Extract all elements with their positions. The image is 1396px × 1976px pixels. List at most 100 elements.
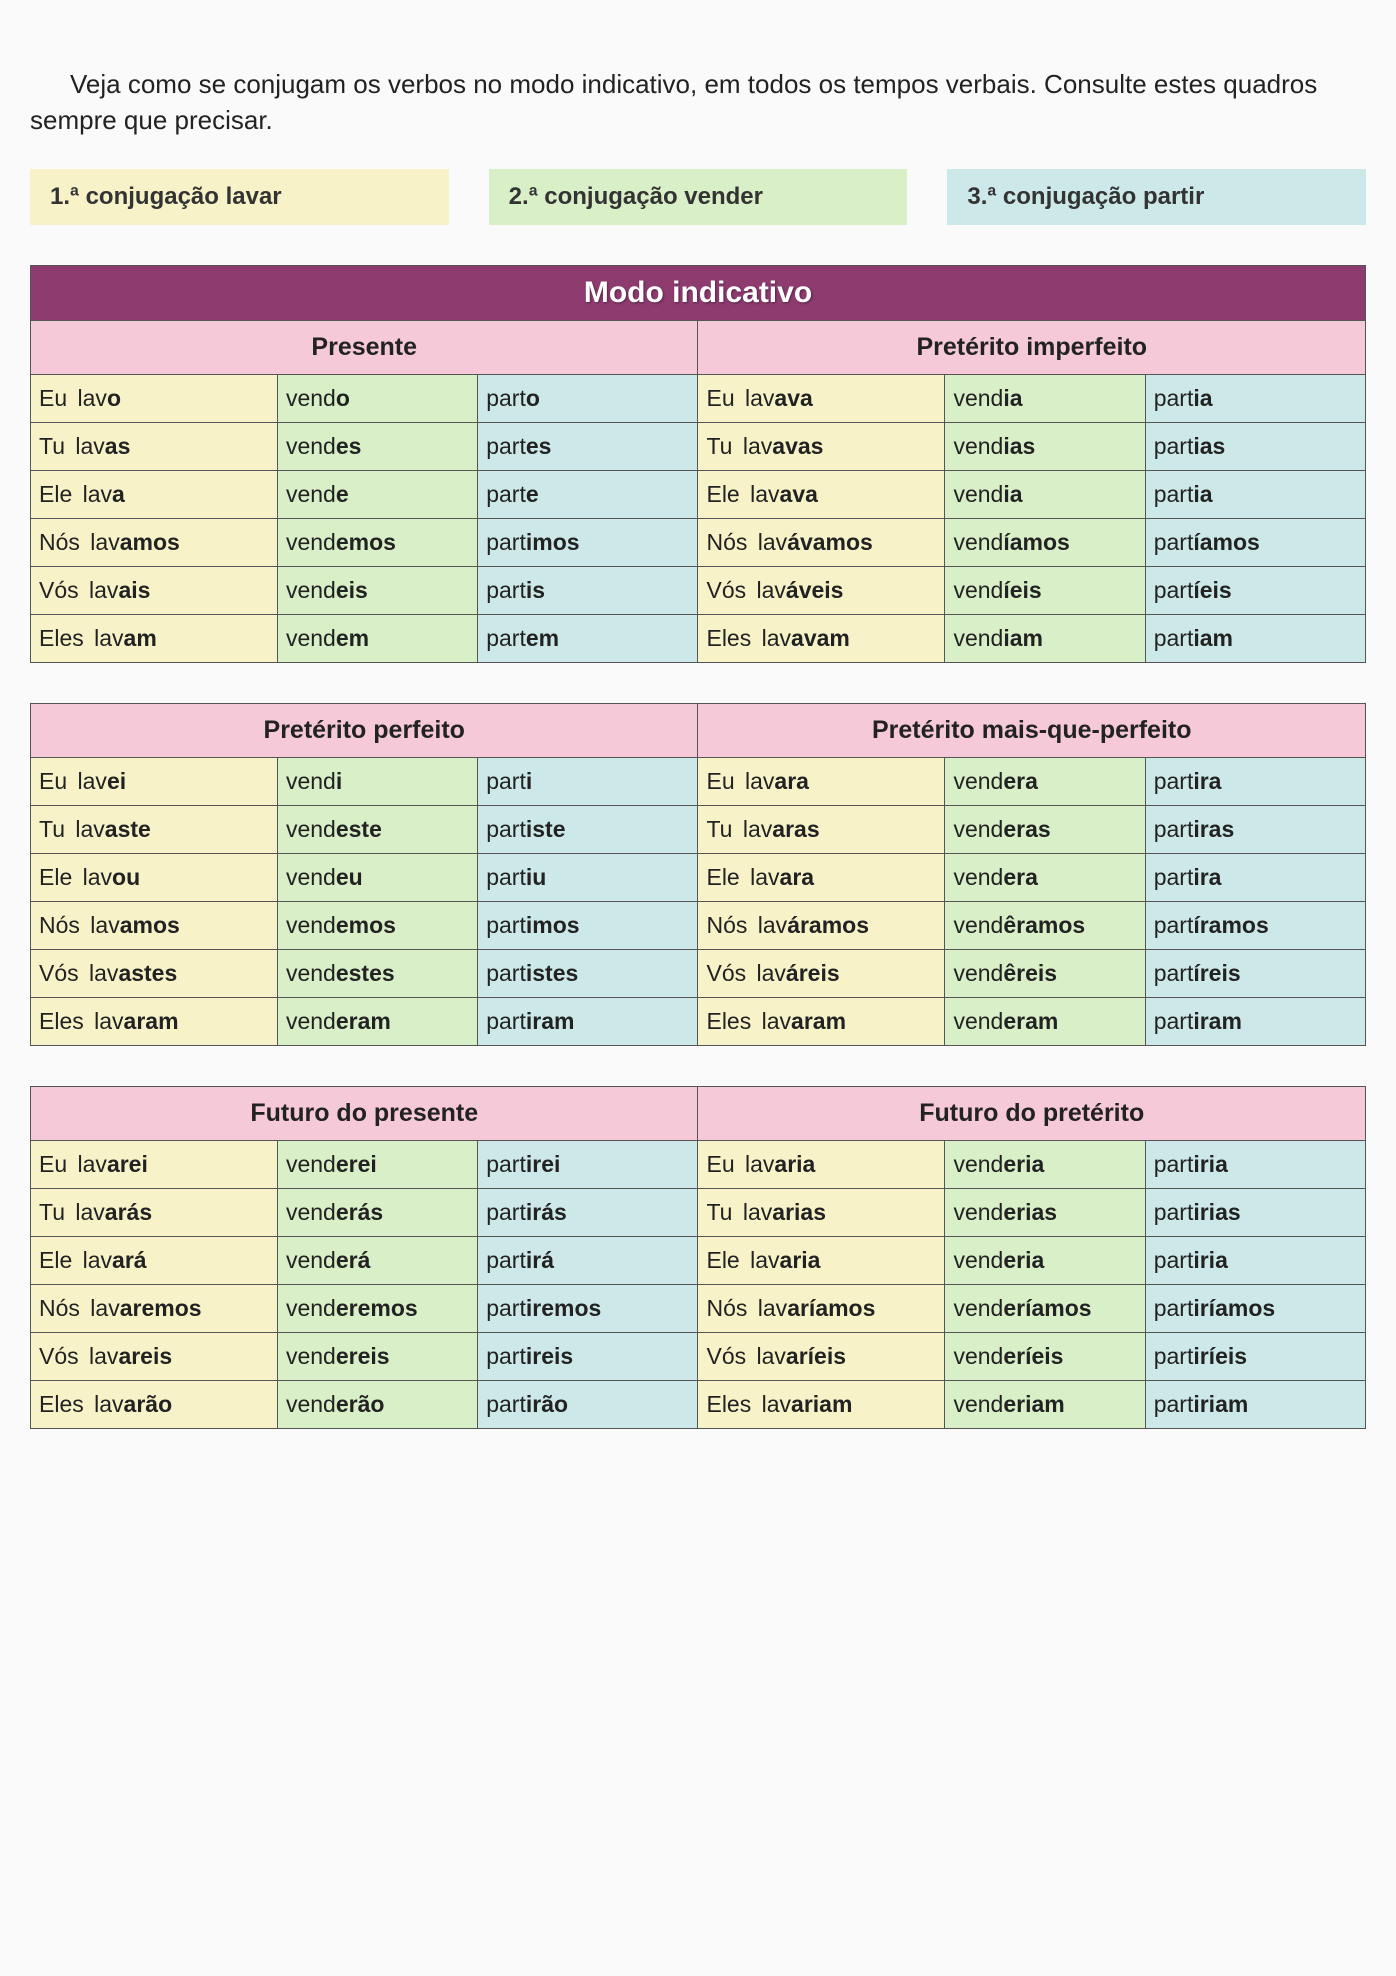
verb-stem: lav bbox=[89, 577, 118, 603]
conj-cell: venderemos bbox=[277, 1284, 477, 1332]
conj-cell: partiremos bbox=[478, 1284, 698, 1332]
verb-stem: vend bbox=[286, 1391, 336, 1417]
conj-cell: partireis bbox=[478, 1332, 698, 1380]
table-title: Modo indicativo bbox=[31, 265, 1366, 320]
verb-stem: part bbox=[1154, 481, 1194, 507]
conj-cell: Eles lavarão bbox=[31, 1380, 278, 1428]
verb-stem: part bbox=[486, 960, 526, 986]
conj-cell: partia bbox=[1145, 470, 1365, 518]
verb-ending: es bbox=[336, 433, 362, 459]
verb-stem: vend bbox=[286, 960, 336, 986]
verb-stem: vend bbox=[286, 433, 336, 459]
verb-stem: lav bbox=[90, 912, 119, 938]
verb-stem: lav bbox=[758, 912, 787, 938]
conj-cell: vendes bbox=[277, 422, 477, 470]
verb-ending: eras bbox=[1003, 816, 1050, 842]
verb-stem: lav bbox=[78, 385, 107, 411]
conj-cell: Ele lavou bbox=[31, 853, 278, 901]
pronoun: Tu bbox=[39, 433, 71, 459]
conj-cell: Eles lavaram bbox=[698, 997, 945, 1045]
table-block: Modo indicativoPresentePretérito imperfe… bbox=[30, 265, 1366, 663]
conj-cell: Eu lavarei bbox=[31, 1140, 278, 1188]
table-row: Tu lavastevendestepartisteTu lavarasvend… bbox=[31, 805, 1366, 853]
conj-cell: vendemos bbox=[277, 901, 477, 949]
verb-stem: part bbox=[1154, 1391, 1194, 1417]
verb-stem: vend bbox=[286, 816, 336, 842]
verb-stem: vend bbox=[953, 625, 1003, 651]
verb-ending: ara bbox=[774, 768, 809, 794]
conj-cell: venderíamos bbox=[945, 1284, 1145, 1332]
pronoun: Tu bbox=[39, 816, 71, 842]
verb-ending: o bbox=[526, 385, 540, 411]
pronoun: Tu bbox=[706, 816, 738, 842]
legend-item-1: 1.ª conjugação lavar bbox=[30, 169, 449, 225]
conj-cell: partira bbox=[1145, 757, 1365, 805]
pronoun: Nós bbox=[706, 1295, 753, 1321]
conj-cell: vende bbox=[277, 470, 477, 518]
verb-stem: lav bbox=[750, 481, 779, 507]
table-row: Tu lavarásvenderáspartirásTu lavariasven… bbox=[31, 1188, 1366, 1236]
table-row: Vós lavastesvendestespartistesVós laváre… bbox=[31, 949, 1366, 997]
intro-text: Veja como se conjugam os verbos no modo … bbox=[30, 66, 1366, 139]
conj-cell: vendem bbox=[277, 614, 477, 662]
verb-ending: arão bbox=[124, 1391, 173, 1417]
verb-stem: part bbox=[486, 625, 526, 651]
verb-ending: erei bbox=[336, 1151, 377, 1177]
verb-stem: lav bbox=[757, 577, 786, 603]
verb-stem: lav bbox=[750, 1247, 779, 1273]
verb-ending: astes bbox=[118, 960, 177, 986]
verb-stem: part bbox=[1154, 625, 1194, 651]
conj-cell: partiste bbox=[478, 805, 698, 853]
table-row: Eu lavareivendereipartireiEu lavariavend… bbox=[31, 1140, 1366, 1188]
pronoun: Nós bbox=[39, 1295, 86, 1321]
conj-cell: Vós lavais bbox=[31, 566, 278, 614]
verb-ending: iria bbox=[1193, 1247, 1228, 1273]
verb-stem: part bbox=[486, 577, 526, 603]
verb-ending: estes bbox=[336, 960, 395, 986]
verb-stem: lav bbox=[89, 1343, 118, 1369]
verb-ending: eram bbox=[1003, 1008, 1058, 1034]
conj-cell: Ele lavaria bbox=[698, 1236, 945, 1284]
verb-ending: eria bbox=[1003, 1151, 1044, 1177]
verb-ending: êramos bbox=[1003, 912, 1085, 938]
conj-cell: Vós laváveis bbox=[698, 566, 945, 614]
conj-cell: Eles lavaram bbox=[31, 997, 278, 1045]
conj-cell: parti bbox=[478, 757, 698, 805]
pronoun: Ele bbox=[39, 864, 79, 890]
verb-ending: ireis bbox=[526, 1343, 573, 1369]
conj-cell: partiras bbox=[1145, 805, 1365, 853]
verb-stem: vend bbox=[286, 1199, 336, 1225]
verb-stem: vend bbox=[953, 385, 1003, 411]
verb-stem: lav bbox=[743, 433, 772, 459]
verb-stem: part bbox=[486, 816, 526, 842]
verb-stem: lav bbox=[78, 1151, 107, 1177]
table-row: Nós lavamosvendemospartimosNós laváramos… bbox=[31, 901, 1366, 949]
verb-ending: ava bbox=[780, 481, 818, 507]
verb-stem: part bbox=[1154, 912, 1194, 938]
pronoun: Tu bbox=[706, 1199, 738, 1225]
verb-stem: lav bbox=[743, 1199, 772, 1225]
verb-ending: ará bbox=[112, 1247, 147, 1273]
table-row: Eu lavovendopartoEu lavavavendiapartia bbox=[31, 374, 1366, 422]
table-row: Ele lavavendeparteEle lavavavendiapartia bbox=[31, 470, 1366, 518]
verb-stem: part bbox=[486, 1343, 526, 1369]
verb-ending: iram bbox=[526, 1008, 575, 1034]
verb-stem: lav bbox=[762, 1391, 791, 1417]
pronoun: Eu bbox=[39, 385, 74, 411]
verb-ending: avas bbox=[772, 433, 823, 459]
verb-stem: vend bbox=[953, 864, 1003, 890]
verb-stem: part bbox=[486, 1199, 526, 1225]
conj-cell: venderei bbox=[277, 1140, 477, 1188]
verb-ending: o bbox=[107, 385, 121, 411]
pronoun: Ele bbox=[706, 1247, 746, 1273]
verb-ending: ávamos bbox=[787, 529, 873, 555]
verb-ending: iríeis bbox=[1193, 1343, 1247, 1369]
verb-ending: irias bbox=[1193, 1199, 1240, 1225]
verb-ending: era bbox=[1003, 864, 1038, 890]
verb-ending: ias bbox=[1193, 433, 1225, 459]
conj-cell: venderias bbox=[945, 1188, 1145, 1236]
verb-ending: eríamos bbox=[1003, 1295, 1091, 1321]
verb-stem: vend bbox=[953, 1247, 1003, 1273]
conj-cell: partiria bbox=[1145, 1140, 1365, 1188]
verb-stem: vend bbox=[953, 1343, 1003, 1369]
